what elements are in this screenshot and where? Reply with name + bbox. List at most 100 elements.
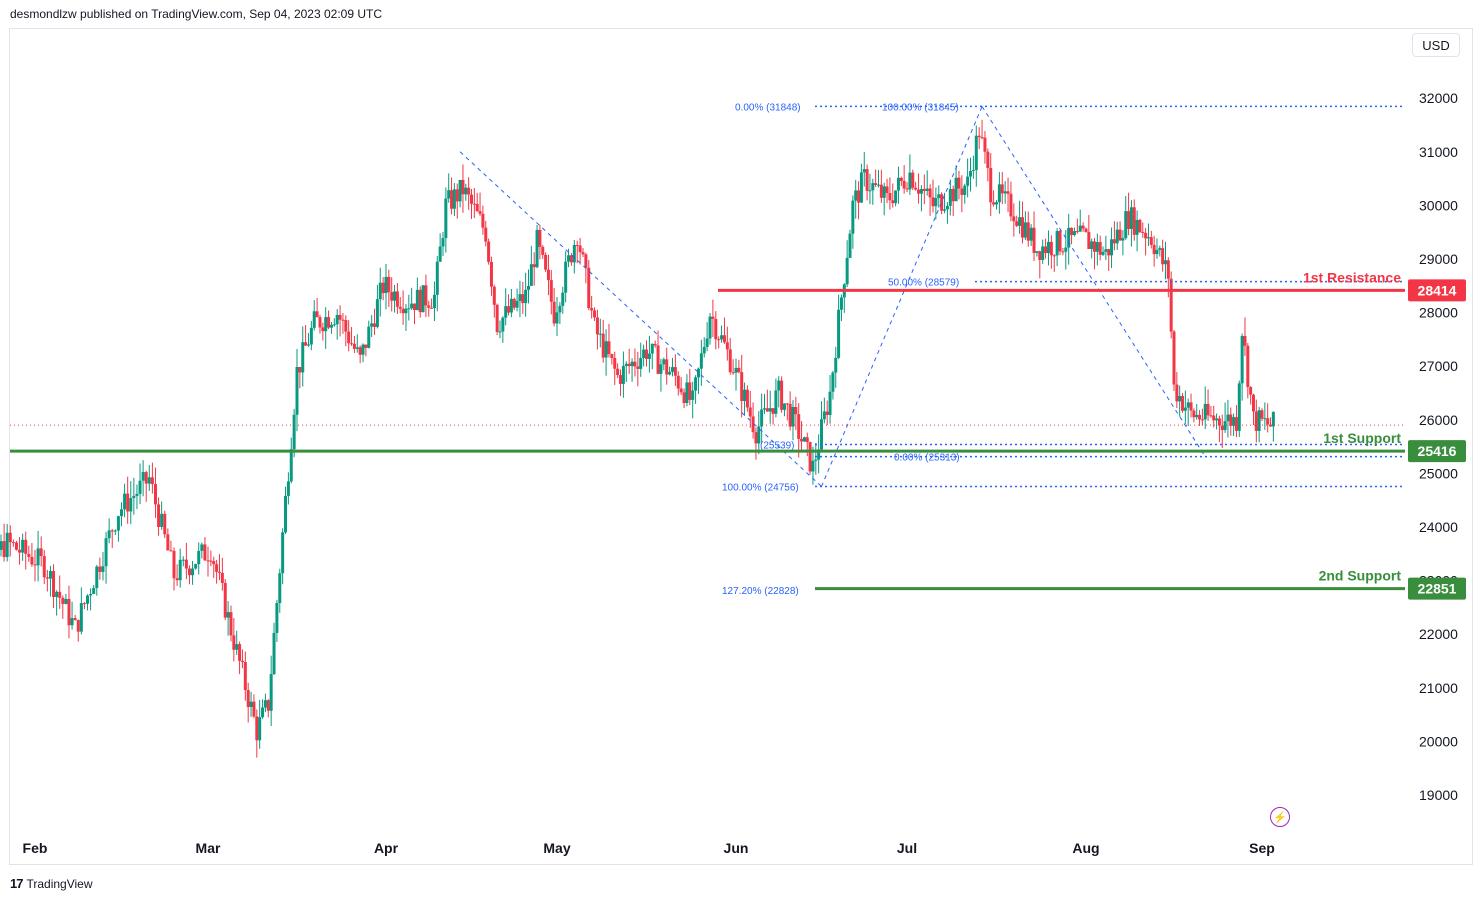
candle-body	[191, 568, 195, 576]
x-tick-label: Feb	[23, 840, 48, 856]
candle-body	[728, 349, 732, 373]
candle-body	[902, 180, 906, 189]
candle-body	[694, 377, 698, 391]
candle-body	[535, 229, 539, 268]
candle-body	[1155, 249, 1159, 255]
candle-body	[404, 308, 408, 314]
candle-body	[361, 344, 365, 355]
candle-body	[306, 344, 310, 346]
candle-body	[1175, 384, 1179, 402]
candle-body	[5, 532, 9, 558]
candle-body	[1061, 251, 1065, 253]
candle-body	[184, 559, 188, 569]
candle-body	[82, 603, 86, 605]
candle-body	[52, 571, 56, 598]
candle-body	[552, 301, 556, 324]
candle-body	[246, 690, 250, 707]
candle-body	[851, 200, 855, 234]
y-tick-label: 31000	[1419, 144, 1458, 160]
candle-body	[1178, 395, 1182, 402]
candle-body	[564, 261, 568, 293]
candle-body	[223, 582, 227, 618]
candle-body	[458, 179, 462, 202]
tradingview-logo: 17	[10, 876, 24, 891]
candle-body	[1243, 335, 1247, 346]
candle-body	[527, 285, 530, 290]
chart-pane[interactable]	[9, 28, 1473, 865]
candle-body	[1018, 217, 1022, 226]
candle-body	[36, 548, 40, 566]
candle-body	[1112, 239, 1116, 244]
candle-body	[538, 229, 542, 247]
candle-body	[358, 347, 362, 355]
candle-body	[512, 298, 516, 308]
candle-body	[1189, 402, 1193, 411]
candle-body	[780, 380, 784, 410]
candle-body	[1127, 211, 1131, 229]
candle-body	[919, 188, 923, 194]
candle-body	[544, 254, 548, 270]
fib-label: 100.00% (31845)	[882, 103, 959, 114]
candle-body	[11, 542, 15, 544]
candle-body	[862, 169, 866, 173]
candle-body	[281, 532, 285, 574]
candle-body	[181, 559, 185, 561]
y-tick-label: 21000	[1419, 680, 1458, 696]
candle-body	[203, 544, 207, 561]
candle-body	[1012, 216, 1016, 222]
candle-body	[925, 188, 929, 191]
candle-body	[452, 189, 456, 209]
candle-body	[375, 299, 379, 327]
x-tick-label: Jun	[724, 840, 749, 856]
candle-body	[817, 449, 821, 460]
candle-body	[865, 169, 869, 191]
currency-button[interactable]: USD	[1412, 33, 1460, 57]
candle-body	[226, 612, 230, 618]
candle-body	[258, 717, 262, 741]
y-tick-label: 19000	[1419, 787, 1458, 803]
candle-body	[58, 591, 62, 598]
candle-body	[200, 544, 204, 551]
candle-body	[541, 246, 545, 255]
candle-body	[301, 342, 305, 373]
candle-body	[1072, 231, 1076, 236]
candle-body	[489, 261, 493, 287]
candle-body	[1220, 425, 1224, 431]
candle-body	[315, 311, 319, 318]
candle-body	[1041, 246, 1045, 261]
level-name: 1st Resistance	[1303, 269, 1401, 285]
candle-body	[748, 407, 752, 417]
lightning-icon[interactable]: ⚡	[1270, 807, 1290, 827]
candle-body	[768, 408, 772, 412]
candle-body	[1226, 414, 1230, 422]
candle-body	[1093, 241, 1097, 252]
candle-body	[1020, 217, 1024, 238]
candle-body	[572, 244, 576, 263]
candle-body	[395, 291, 399, 307]
candle-body	[1087, 232, 1091, 249]
candle-body	[187, 568, 191, 576]
candle-body	[532, 264, 536, 268]
candle-body	[743, 389, 747, 401]
candle-body	[737, 367, 741, 373]
candle-body	[129, 498, 133, 512]
candle-body	[937, 194, 941, 199]
candle-body	[808, 442, 812, 472]
candle-body	[309, 327, 313, 345]
candle-body	[1104, 249, 1108, 252]
candle-body	[467, 187, 471, 195]
candle-body	[101, 566, 105, 572]
candle-body	[555, 312, 559, 324]
fib-label: 50.00% (28579)	[888, 278, 959, 289]
candle-body	[86, 595, 90, 604]
candle-body	[914, 187, 918, 190]
candle-body	[549, 280, 553, 302]
candle-body	[722, 335, 726, 343]
candle-body	[1240, 335, 1244, 384]
candle-body	[341, 319, 345, 321]
y-tick-label: 29000	[1419, 251, 1458, 267]
candle-body	[1052, 255, 1056, 257]
candle-body	[885, 186, 889, 193]
candle-body	[989, 168, 993, 203]
